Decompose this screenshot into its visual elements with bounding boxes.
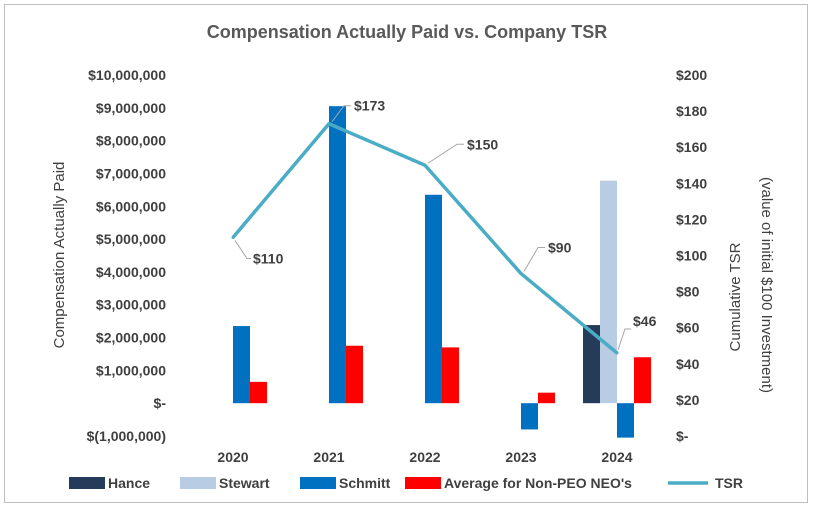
y2-tick-label: $100 bbox=[676, 248, 707, 264]
tsr-point bbox=[327, 122, 331, 126]
legend-swatch-hance bbox=[69, 477, 105, 489]
bar-schmitt bbox=[329, 106, 346, 404]
y2-tick-label: $- bbox=[676, 428, 689, 444]
y-tick-label: $10,000,000 bbox=[88, 67, 166, 83]
y-axis-title: Compensation Actually Paid bbox=[51, 162, 68, 349]
legend-swatch-average-for-non-peo-neo-s bbox=[405, 477, 441, 489]
tsr-data-label: $90 bbox=[548, 240, 572, 256]
bar-average-for-non-peo-neo-s bbox=[538, 392, 555, 404]
y2-tick-label: $20 bbox=[676, 392, 700, 408]
bar-schmitt bbox=[617, 403, 634, 438]
y2-tick-label: $200 bbox=[676, 67, 707, 83]
x-tick-label: 2024 bbox=[601, 449, 632, 465]
y-tick-label: $9,000,000 bbox=[96, 100, 166, 116]
legend: Hance Stewart Schmitt Average for Non-PEO N… bbox=[69, 475, 743, 491]
y-tick-label: $3,000,000 bbox=[96, 297, 166, 313]
y-tick-label: $4,000,000 bbox=[96, 264, 166, 280]
legend-swatch-schmitt bbox=[300, 477, 336, 489]
bar-average-for-non-peo-neo-s bbox=[634, 357, 651, 404]
bar-schmitt bbox=[233, 326, 250, 404]
tsr-line-series: $110 $173 $150 $90 $46 bbox=[231, 98, 657, 355]
tsr-point bbox=[519, 272, 523, 276]
y2-tick-label: $80 bbox=[676, 284, 700, 300]
y-tick-label: $8,000,000 bbox=[96, 133, 166, 149]
leader-line bbox=[427, 143, 464, 164]
primary-axis: $10,000,000 $9,000,000 $8,000,000 $7,000,00… bbox=[87, 67, 167, 444]
bar-series bbox=[233, 106, 651, 438]
y-tick-label: $7,000,000 bbox=[96, 165, 166, 181]
tsr-point bbox=[615, 351, 619, 355]
y-tick-label: $1,000,000 bbox=[96, 362, 166, 378]
leader-line bbox=[617, 328, 631, 351]
tsr-point bbox=[423, 163, 427, 167]
tsr-point bbox=[231, 235, 235, 239]
y2-tick-label: $60 bbox=[676, 320, 700, 336]
y2-tick-label: $180 bbox=[676, 103, 707, 119]
x-axis: 2020 2021 2022 2023 2024 bbox=[217, 449, 632, 465]
y2-tick-label: $160 bbox=[676, 139, 707, 155]
bar-schmitt bbox=[521, 403, 538, 430]
y-tick-label: $(1,000,000) bbox=[87, 428, 166, 444]
tsr-data-label: $173 bbox=[354, 98, 385, 114]
legend-label-average-for-non-peo-neo-s: Average for Non-PEO NEO's bbox=[444, 475, 632, 491]
legend-label-hance: Hance bbox=[108, 475, 150, 491]
leader-line bbox=[234, 240, 251, 259]
legend-label-tsr: TSR bbox=[715, 475, 743, 491]
x-tick-label: 2021 bbox=[313, 449, 344, 465]
legend-swatch-stewart bbox=[180, 477, 216, 489]
bar-hance bbox=[583, 325, 600, 404]
bar-average-for-non-peo-neo-s bbox=[250, 381, 267, 404]
x-tick-label: 2020 bbox=[217, 449, 248, 465]
leader-line bbox=[523, 247, 545, 272]
bar-average-for-non-peo-neo-s bbox=[346, 345, 363, 404]
legend-label-stewart: Stewart bbox=[219, 475, 270, 491]
x-tick-label: 2022 bbox=[409, 449, 440, 465]
chart-title: Compensation Actually Paid vs. Company T… bbox=[207, 22, 607, 42]
x-tick-label: 2023 bbox=[505, 449, 536, 465]
tsr-data-label: $110 bbox=[253, 250, 284, 266]
y2-axis-title-line1: Cumulative TSR bbox=[727, 242, 744, 351]
y-tick-label: $- bbox=[154, 395, 167, 411]
leader-line bbox=[331, 105, 351, 123]
legend-label-schmitt: Schmitt bbox=[339, 475, 391, 491]
y-tick-label: $5,000,000 bbox=[96, 231, 166, 247]
secondary-axis: $200 $180 $160 $140 $120 $100 $80 $60 $40 $20 $- bbox=[676, 67, 707, 444]
y2-tick-label: $40 bbox=[676, 356, 700, 372]
bar-schmitt bbox=[425, 194, 442, 404]
y-tick-label: $2,000,000 bbox=[96, 330, 166, 346]
bar-stewart bbox=[600, 180, 617, 404]
y2-tick-label: $140 bbox=[676, 175, 707, 191]
y2-axis-title-line2: (value of initial $100 Investment) bbox=[758, 177, 775, 393]
y2-tick-label: $120 bbox=[676, 211, 707, 227]
tsr-data-label: $150 bbox=[467, 136, 498, 152]
bar-average-for-non-peo-neo-s bbox=[442, 347, 459, 404]
chart-frame bbox=[4, 4, 808, 503]
tsr-data-label: $46 bbox=[633, 313, 657, 329]
y-tick-label: $6,000,000 bbox=[96, 198, 166, 214]
